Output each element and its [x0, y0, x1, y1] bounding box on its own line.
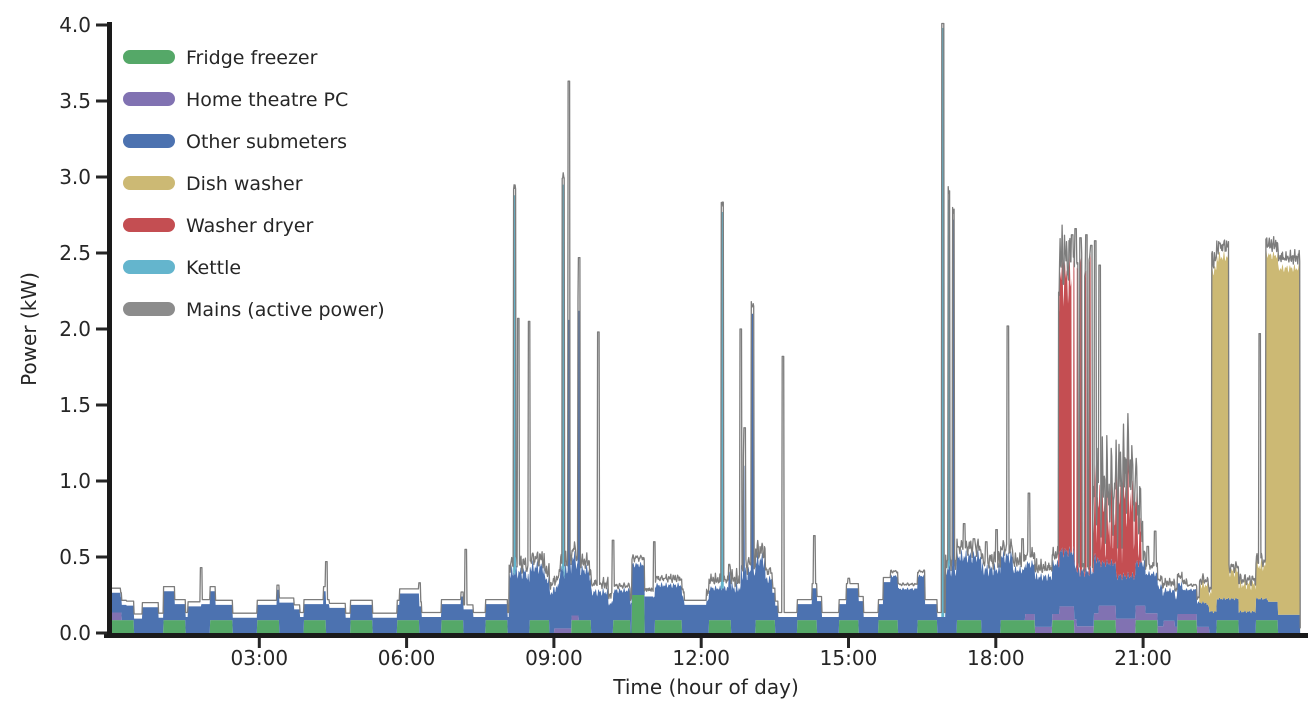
y-tick-mark	[96, 251, 107, 255]
y-tick-mark	[96, 23, 107, 27]
y-tick-mark	[96, 403, 107, 407]
y-tick-mark	[96, 631, 107, 635]
y-tick-label: 1.5	[59, 393, 91, 417]
legend-label-fridge-freezer: Fridge freezer	[186, 47, 318, 69]
x-tick-label: 21:00	[1114, 646, 1172, 670]
x-tick-label: 12:00	[672, 646, 730, 670]
x-tick-label: 03:00	[230, 646, 288, 670]
y-axis-spine	[107, 22, 112, 638]
y-tick-mark	[96, 479, 107, 483]
y-tick-label: 0.5	[59, 545, 91, 569]
y-tick-mark	[96, 175, 107, 179]
legend: Fridge freezer Home theatre PC Other subme…	[123, 47, 385, 321]
area-washer-dryer	[112, 219, 1301, 633]
y-tick-label: 1.0	[59, 469, 91, 493]
legend-swatch-washer-dryer	[123, 218, 175, 232]
y-axis-ticks: 0.0 0.5 1.0 1.5 2.0 2.5 3.0 3.5 4.0	[59, 13, 107, 645]
legend-label-kettle: Kettle	[186, 257, 241, 279]
y-tick-label: 2.5	[59, 241, 91, 265]
stacked-areas	[112, 28, 1301, 633]
x-tick-label: 18:00	[967, 646, 1025, 670]
mains-active-power-line	[111, 22, 1301, 629]
y-tick-label: 3.0	[59, 165, 91, 189]
legend-label-washer-dryer: Washer dryer	[186, 215, 314, 237]
x-axis-spine	[104, 633, 1308, 638]
x-tick-label: 06:00	[378, 646, 436, 670]
legend-label-dish-washer: Dish washer	[186, 173, 303, 195]
x-tick-label: 09:00	[525, 646, 583, 670]
x-tick-mark	[257, 638, 261, 648]
x-tick-mark	[1141, 638, 1145, 648]
x-tick-mark	[699, 638, 703, 648]
legend-label-other-submeters: Other submeters	[186, 131, 347, 153]
legend-swatch-dish-washer	[123, 176, 175, 190]
legend-swatch-mains-active-power	[123, 302, 175, 316]
legend-swatch-fridge-freezer	[123, 50, 175, 64]
area-other-submeters	[112, 219, 1301, 633]
area-fridge-freezer	[112, 595, 1301, 633]
y-tick-label: 4.0	[59, 13, 91, 37]
mains-line-group	[111, 22, 1301, 629]
x-tick-mark	[552, 638, 556, 648]
legend-swatch-kettle	[123, 260, 175, 274]
y-tick-mark	[96, 99, 107, 103]
x-tick-mark	[405, 638, 409, 648]
y-tick-label: 3.5	[59, 89, 91, 113]
legend-swatch-other-submeters	[123, 134, 175, 148]
area-home-theatre-pc	[112, 595, 1301, 633]
x-axis-label: Time (hour of day)	[612, 675, 799, 699]
legend-swatch-home-theatre-pc	[123, 92, 175, 106]
x-tick-mark	[847, 638, 850, 648]
y-tick-mark	[96, 327, 107, 331]
axes	[104, 22, 1308, 638]
x-tick-mark	[994, 638, 998, 648]
y-axis-label: Power (kW)	[17, 272, 41, 386]
y-tick-mark	[96, 555, 107, 559]
y-tick-label: 2.0	[59, 317, 91, 341]
legend-label-mains-active-power: Mains (active power)	[186, 299, 385, 321]
x-axis-ticks: 03:00 06:00 09:00 12:00 15:00 18:00 21:00	[230, 638, 1172, 670]
y-tick-label: 0.0	[59, 621, 91, 645]
x-tick-label: 15:00	[820, 646, 878, 670]
legend-label-home-theatre-pc: Home theatre PC	[186, 89, 348, 111]
